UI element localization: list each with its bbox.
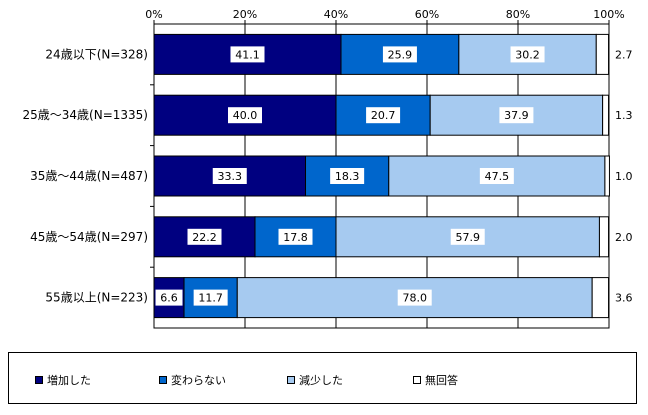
y-tick-label: 24歳以下(N=328): [45, 47, 148, 61]
data-label: 1.0: [615, 170, 633, 183]
y-tick-label: 35歳～44歳(N=487): [30, 169, 148, 183]
legend-swatch-increased: [35, 376, 43, 384]
legend-label-increased: 増加した: [47, 374, 91, 387]
bar-segment: [598, 216, 610, 258]
x-tick-label: 80%: [506, 8, 530, 21]
y-tick-label: 25歳～34歳(N=1335): [23, 108, 148, 122]
data-label-bg: [510, 46, 545, 63]
data-label-bg: [382, 46, 417, 63]
data-label-bg: [155, 289, 183, 306]
data-label-bg: [479, 168, 514, 184]
data-label-bg: [397, 289, 432, 306]
legend-item-unchanged: 変わらない: [159, 372, 226, 388]
data-label-bg: [187, 228, 222, 245]
data-label: 20.7: [371, 109, 396, 122]
data-label-bg: [228, 107, 262, 124]
data-label: 37.9: [504, 109, 529, 122]
data-label-bg: [499, 107, 534, 124]
legend-item-increased: 増加した: [35, 372, 91, 388]
data-label: 17.8: [283, 231, 308, 244]
legend-label-no-answer: 無回答: [425, 374, 458, 387]
legend-label-decreased: 減少した: [299, 374, 343, 387]
data-label: 33.3: [218, 170, 243, 183]
chart-legend: 増加した 変わらない 減少した 無回答: [8, 352, 637, 404]
bar-segment: [604, 155, 610, 197]
data-label: 41.1: [235, 48, 260, 61]
data-label-bg: [230, 46, 265, 63]
data-label: 2.7: [615, 48, 633, 61]
data-label: 25.9: [388, 48, 413, 61]
y-tick-label: 55歳以上(N=223): [45, 291, 148, 305]
data-label: 30.2: [515, 48, 540, 61]
data-label-bg: [330, 168, 365, 184]
data-label: 22.2: [192, 231, 217, 244]
x-tick-label: 20%: [233, 8, 257, 21]
x-tick-label: 0%: [145, 8, 162, 21]
x-tick-label: 60%: [415, 8, 439, 21]
data-label: 6.6: [160, 292, 178, 305]
data-label-bg: [278, 228, 313, 245]
data-label: 57.9: [455, 231, 480, 244]
x-tick-label: 40%: [324, 8, 348, 21]
legend-swatch-decreased: [287, 376, 295, 384]
legend-swatch-unchanged: [159, 376, 167, 384]
bar-segment: [595, 33, 610, 75]
data-label: 47.5: [485, 170, 510, 183]
data-label-bg: [193, 289, 228, 306]
y-tick-label: 45歳～54歳(N=297): [30, 230, 148, 244]
data-label: 78.0: [402, 292, 427, 305]
data-label-bg: [212, 168, 247, 184]
data-label: 11.7: [198, 292, 223, 305]
legend-item-decreased: 減少した: [287, 372, 343, 388]
data-label: 18.3: [335, 170, 360, 183]
data-label: 3.6: [615, 292, 633, 305]
legend-item-no-answer: 無回答: [413, 372, 458, 388]
data-label-bg: [450, 228, 485, 245]
legend-label-unchanged: 変わらない: [171, 374, 226, 387]
x-tick-label: 100%: [593, 8, 624, 21]
data-label: 1.3: [615, 109, 633, 122]
bar-segment: [335, 94, 431, 136]
data-label: 2.0: [615, 231, 633, 244]
bar-segment: [591, 277, 610, 319]
data-label: 40.0: [233, 109, 258, 122]
data-label-bg: [366, 107, 401, 124]
legend-swatch-no-answer: [413, 376, 421, 384]
bar-segment: [602, 94, 610, 136]
